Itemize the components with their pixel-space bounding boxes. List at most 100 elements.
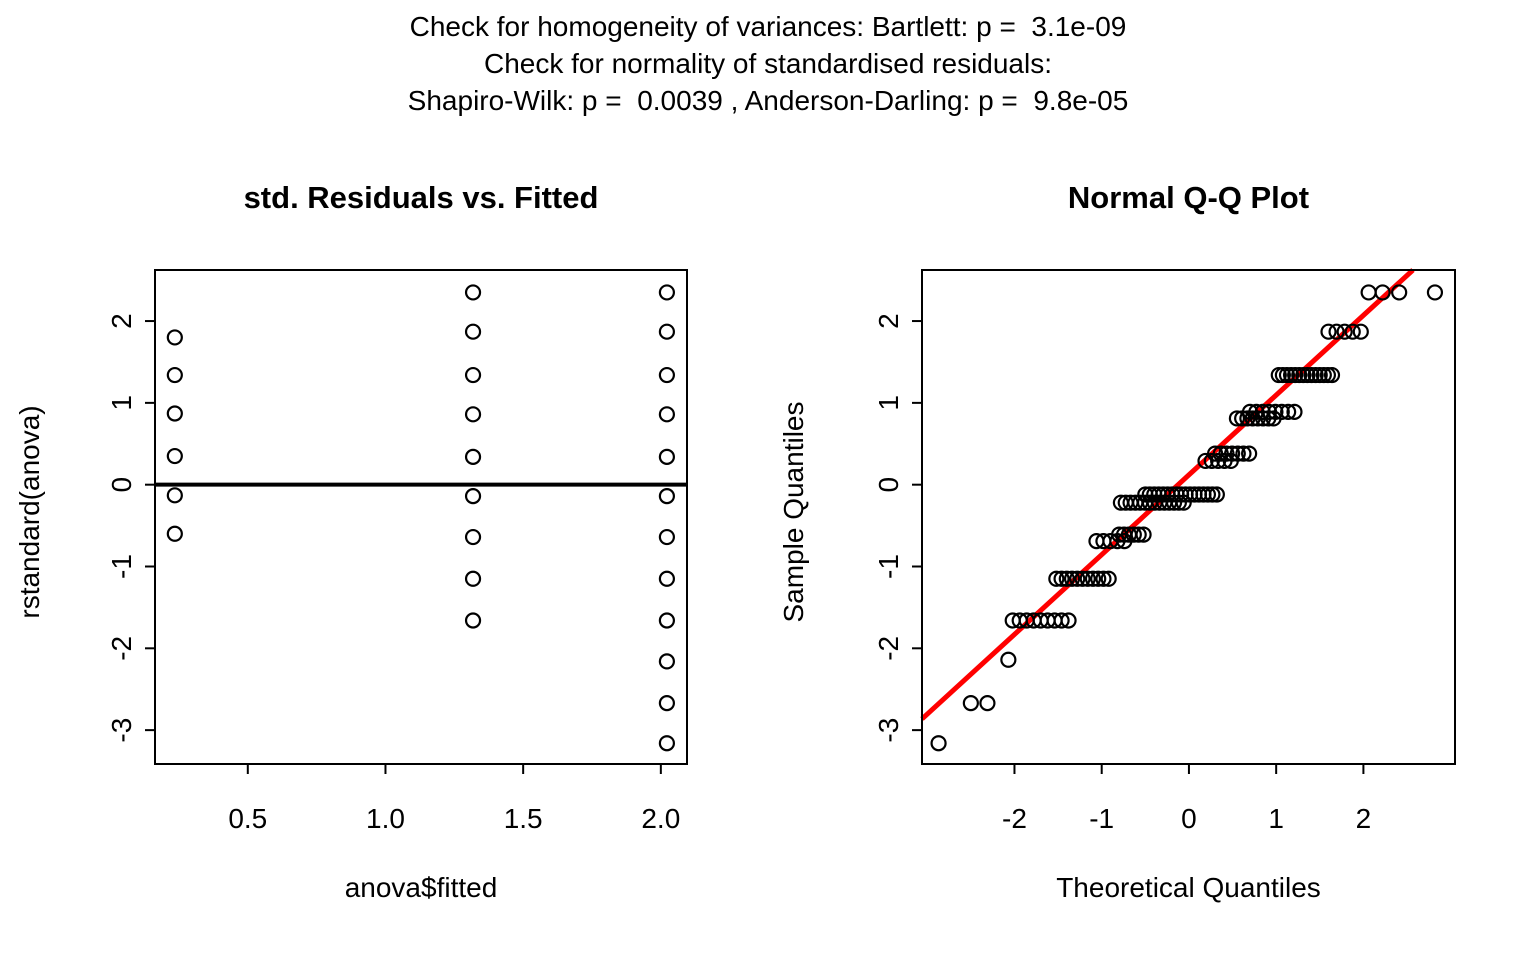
data-point bbox=[1273, 403, 1290, 420]
data-point bbox=[658, 284, 675, 301]
data-point bbox=[658, 735, 675, 752]
data-point bbox=[464, 323, 482, 340]
y-tick-label: -3 bbox=[873, 718, 904, 743]
data-point bbox=[658, 653, 675, 670]
data-point bbox=[1235, 445, 1252, 462]
residuals-vs-fitted-title: std. Residuals vs. Fitted bbox=[243, 180, 599, 215]
data-point bbox=[1100, 570, 1117, 587]
data-point bbox=[464, 448, 482, 465]
data-point bbox=[1069, 570, 1086, 587]
qq-x-axis-label: Theoretical Quantiles bbox=[1056, 872, 1321, 903]
qq-y-axis-label: Sample Quantiles bbox=[778, 401, 809, 623]
y-tick-label: 1 bbox=[873, 395, 904, 411]
data-point bbox=[1270, 366, 1287, 384]
data-point bbox=[1391, 284, 1408, 301]
data-point bbox=[1319, 366, 1337, 384]
data-point bbox=[979, 695, 996, 712]
y-tick-label: 0 bbox=[106, 477, 137, 493]
data-point bbox=[1228, 410, 1246, 427]
data-point bbox=[1336, 323, 1353, 340]
data-point bbox=[1360, 284, 1377, 301]
x-tick-label: 0 bbox=[1181, 803, 1197, 834]
normal-qq-title: Normal Q-Q Plot bbox=[1067, 180, 1310, 215]
data-point bbox=[464, 284, 482, 301]
data-point bbox=[1311, 366, 1328, 384]
data-point bbox=[464, 406, 482, 423]
data-point bbox=[658, 448, 675, 465]
data-point bbox=[1315, 366, 1332, 384]
data-point bbox=[1286, 403, 1303, 420]
data-point bbox=[464, 488, 482, 505]
data-point bbox=[1278, 366, 1296, 384]
plot-frame bbox=[154, 269, 688, 765]
x-tick-label: 2 bbox=[1356, 803, 1372, 834]
data-point bbox=[1079, 570, 1096, 587]
y-tick-label: -1 bbox=[873, 554, 904, 579]
data-point bbox=[1074, 570, 1091, 587]
data-point bbox=[1048, 570, 1065, 587]
data-point bbox=[1060, 612, 1077, 629]
data-point bbox=[658, 612, 675, 629]
data-point bbox=[1328, 323, 1345, 340]
data-point bbox=[658, 366, 675, 384]
data-point bbox=[658, 570, 675, 587]
data-point bbox=[464, 528, 482, 546]
y-tick-label: 0 bbox=[873, 477, 904, 493]
data-point bbox=[1248, 403, 1265, 420]
data-point bbox=[1199, 486, 1217, 503]
data-point bbox=[658, 528, 675, 546]
x-tick-label: -2 bbox=[1002, 803, 1027, 834]
data-point bbox=[1274, 366, 1291, 384]
y-tick-label: 2 bbox=[106, 313, 137, 329]
data-point bbox=[658, 488, 675, 505]
data-point bbox=[1130, 526, 1147, 543]
data-point bbox=[1224, 445, 1241, 462]
plot-frame bbox=[921, 269, 1456, 765]
residuals-panel: 0.5 1.0 1.5 2.0 -3 -2 -1 0 1 2 bbox=[106, 269, 688, 834]
data-point bbox=[1344, 323, 1361, 340]
data-point bbox=[1254, 403, 1271, 420]
data-point bbox=[930, 735, 947, 752]
x-tick-label: -1 bbox=[1089, 803, 1114, 834]
normality-check-line: Check for normality of standardised resi… bbox=[483, 48, 1053, 79]
data-point bbox=[1241, 403, 1259, 420]
data-point bbox=[1295, 366, 1312, 384]
y-tick-label: 1 bbox=[106, 395, 137, 411]
y-tick-label: 2 bbox=[873, 313, 904, 329]
data-point bbox=[1135, 526, 1152, 543]
shapiro-anderson-line: Shapiro-Wilk: p = 0.0039 , Anderson-Darl… bbox=[407, 85, 1129, 116]
data-point bbox=[1352, 323, 1369, 340]
data-point bbox=[1320, 323, 1337, 340]
data-point bbox=[1218, 445, 1235, 462]
data-point bbox=[1323, 366, 1341, 384]
data-point bbox=[1229, 445, 1246, 462]
data-point bbox=[166, 366, 183, 384]
residuals-y-axis-label: rstandard(anova) bbox=[14, 405, 45, 619]
data-points bbox=[930, 284, 1444, 752]
data-point bbox=[464, 570, 482, 587]
data-point bbox=[1000, 651, 1017, 668]
data-point bbox=[1095, 570, 1112, 587]
data-point bbox=[464, 612, 482, 629]
data-point bbox=[1303, 366, 1320, 384]
data-point bbox=[166, 487, 183, 504]
data-point bbox=[1280, 403, 1297, 420]
y-tick-label: -1 bbox=[106, 554, 137, 579]
bartlett-test-line: Check for homogeneity of variances: Bart… bbox=[409, 11, 1127, 42]
y-tick-label: -2 bbox=[106, 636, 137, 661]
data-point bbox=[166, 405, 183, 422]
y-tick-label: -3 bbox=[106, 718, 137, 743]
x-tick-label: 0.5 bbox=[228, 803, 267, 834]
x-tick-label: 2.0 bbox=[641, 803, 680, 834]
data-point bbox=[1287, 366, 1304, 384]
data-point bbox=[1212, 445, 1229, 462]
data-point bbox=[1208, 486, 1225, 503]
data-point bbox=[1204, 486, 1221, 503]
data-point bbox=[658, 695, 675, 712]
data-point bbox=[1299, 366, 1316, 384]
qq-panel: -2 -1 0 1 2 -3 -2 -1 0 1 2 bbox=[873, 268, 1456, 834]
data-point bbox=[464, 366, 482, 384]
data-point bbox=[1058, 570, 1075, 587]
test-results-header: Check for homogeneity of variances: Bart… bbox=[0, 8, 1536, 119]
data-point bbox=[1053, 612, 1070, 629]
